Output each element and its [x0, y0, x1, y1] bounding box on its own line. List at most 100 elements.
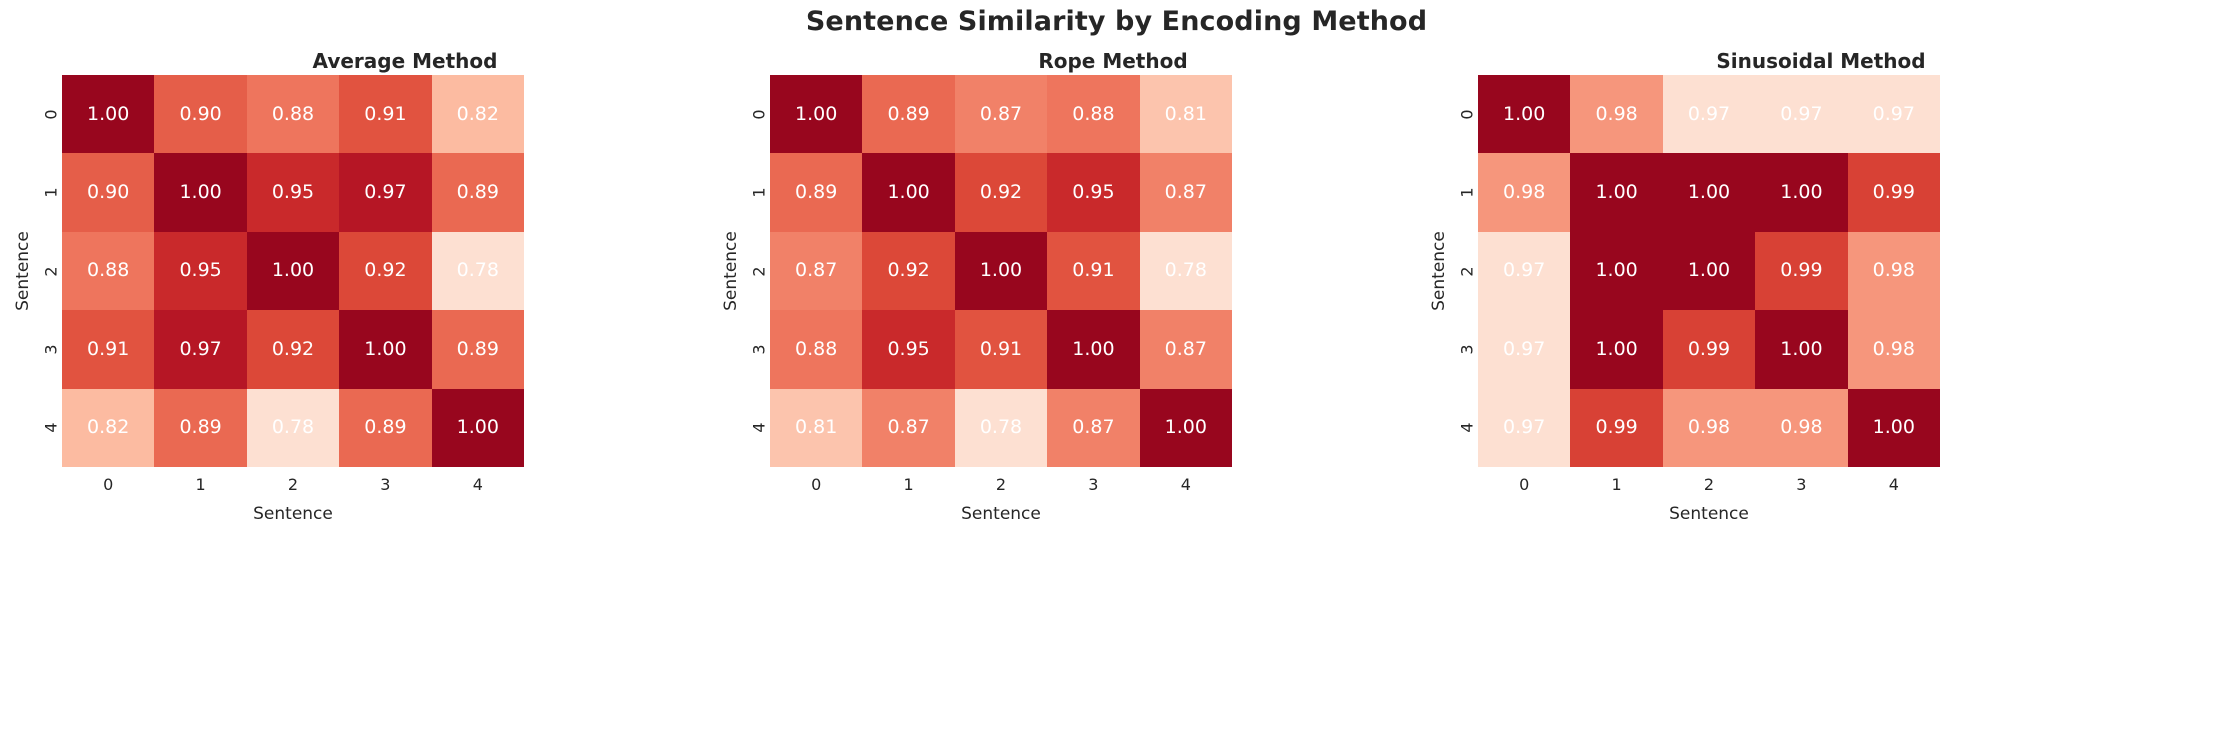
- y-axis-label-wrap-rope: Sentence: [718, 75, 744, 467]
- y-tick-label: 1: [749, 187, 769, 198]
- heatmap-cell: 0.92: [862, 231, 955, 311]
- heatmap-cell: 0.97: [339, 153, 432, 232]
- y-tick-labels-average: 0 1 2 3 4: [36, 75, 62, 467]
- heatmap-cell: 1.00: [770, 75, 863, 154]
- heatmap-cell: 1.00: [431, 388, 524, 467]
- heatmap-cell: 1.00: [1662, 153, 1756, 232]
- heatmap-cell: 0.97: [1478, 310, 1571, 389]
- heatmap-cell: 0.92: [246, 310, 340, 389]
- x-tick-labels-sinusoidal: 0 1 2 3 4: [1478, 467, 1940, 501]
- grid-column-sinusoidal: 1.00 0.98 0.97 0.97 0.97 0.98 1.00 1.00 1.00 0.99…: [1478, 75, 1940, 527]
- heatmap-cell: 0.88: [246, 75, 340, 154]
- x-tick-label: 0: [811, 474, 822, 494]
- heatmap-cell: 0.98: [1847, 310, 1940, 389]
- x-tick-label: 3: [1796, 474, 1807, 494]
- y-tick-labels-sinusoidal: 0 1 2 3 4: [1452, 75, 1478, 467]
- heatmap-cell: 0.87: [1139, 310, 1232, 389]
- x-tick-label: 3: [380, 474, 391, 494]
- y-tick-label: 1: [1457, 187, 1477, 198]
- heatmap-cell: 0.97: [1478, 388, 1571, 467]
- heatmap-cell: 0.95: [246, 153, 340, 232]
- heatmap-cell: 0.89: [339, 388, 432, 467]
- heatmap-cell: 0.89: [431, 310, 524, 389]
- heatmap-cell: 0.91: [954, 310, 1048, 389]
- heatmap-cell: 0.81: [770, 388, 863, 467]
- heatmap-cell: 1.00: [1570, 310, 1663, 389]
- y-tick-labels-rope: 0 1 2 3 4: [744, 75, 770, 467]
- plot-area-average: Sentence 0 1 2 3 4 1.00 0.90 0.88 0.91 0.82 0.90 1…: [10, 75, 800, 527]
- heatmap-cell: 1.00: [1478, 75, 1571, 154]
- x-tick-labels-average: 0 1 2 3 4: [62, 467, 524, 501]
- heatmap-cell: 0.95: [1047, 153, 1140, 232]
- x-tick-label: 2: [287, 474, 299, 494]
- y-axis-label-sinusoidal: Sentence: [1429, 231, 1449, 311]
- heatmap-cell: 0.97: [1478, 231, 1571, 311]
- heatmap-cell: 0.87: [862, 388, 955, 467]
- heatmap-cell: 0.95: [154, 231, 247, 311]
- x-axis-label-average: Sentence: [253, 504, 333, 524]
- heatmap-cell: 0.88: [62, 231, 155, 311]
- heatmap-cell: 0.98: [1478, 153, 1571, 232]
- x-tick-label: 4: [1180, 474, 1191, 494]
- grid-column-average: 1.00 0.90 0.88 0.91 0.82 0.90 1.00 0.95 0.97 0.89…: [62, 75, 524, 527]
- heatmap-cell: 0.97: [154, 310, 247, 389]
- heatmap-cell: 0.98: [1570, 75, 1663, 154]
- heatmap-grid-average: 1.00 0.90 0.88 0.91 0.82 0.90 1.00 0.95 0.97 0.89…: [62, 75, 524, 467]
- x-tick-label: 1: [903, 474, 914, 494]
- heatmap-cell: 0.95: [862, 310, 955, 389]
- heatmap-cell: 0.82: [62, 388, 155, 467]
- heatmap-cell: 0.98: [1755, 388, 1848, 467]
- heatmap-cell: 0.89: [770, 153, 863, 232]
- subplot-title-sinusoidal: Sinusoidal Method: [1716, 49, 1926, 73]
- y-tick-label: 3: [41, 344, 61, 355]
- y-tick-label: 0: [749, 109, 769, 120]
- y-tick-label: 4: [1457, 422, 1477, 433]
- heatmap-panel-average: Average Method Sentence 0 1 2 3 4 1.00 0.90 0.…: [10, 47, 800, 737]
- y-tick-label: 2: [1457, 265, 1477, 277]
- y-tick-label: 3: [1457, 344, 1477, 355]
- subplot-title-average: Average Method: [312, 49, 498, 73]
- subplot-title-rope: Rope Method: [1038, 49, 1188, 73]
- heatmap-cell: 0.87: [770, 231, 863, 311]
- y-tick-label: 0: [1457, 109, 1477, 120]
- heatmap-cell: 0.89: [154, 388, 247, 467]
- heatmap-cell: 0.81: [1139, 75, 1232, 154]
- heatmap-cell: 0.99: [1570, 388, 1663, 467]
- heatmap-cell: 1.00: [1847, 388, 1940, 467]
- x-axis-label-rope: Sentence: [961, 504, 1041, 524]
- heatmap-cell: 0.97: [1755, 75, 1848, 154]
- y-axis-label-wrap-sinusoidal: Sentence: [1426, 75, 1452, 467]
- y-tick-label: 2: [749, 265, 769, 277]
- x-tick-label: 0: [103, 474, 114, 494]
- heatmap-cell: 0.97: [1847, 75, 1940, 154]
- heatmap-cell: 1.00: [1755, 310, 1848, 389]
- y-tick-label: 4: [41, 422, 61, 433]
- heatmap-cell: 0.89: [431, 153, 524, 232]
- heatmap-cell: 0.89: [862, 75, 955, 154]
- heatmap-cell: 0.91: [1047, 231, 1140, 311]
- heatmap-cell: 1.00: [1662, 231, 1756, 311]
- heatmap-cell: 0.98: [1662, 388, 1756, 467]
- heatmap-cell: 1.00: [62, 75, 155, 154]
- heatmap-cell: 1.00: [154, 153, 247, 232]
- heatmap-cell: 0.88: [770, 310, 863, 389]
- heatmap-cell: 0.78: [1139, 231, 1232, 311]
- heatmap-cell: 1.00: [862, 153, 955, 232]
- heatmap-cell: 1.00: [1047, 310, 1140, 389]
- x-tick-label: 1: [1611, 474, 1622, 494]
- heatmap-cell: 0.88: [1047, 75, 1140, 154]
- x-tick-label: 2: [1703, 474, 1715, 494]
- heatmap-cell: 1.00: [1570, 231, 1663, 311]
- heatmap-cell: 0.99: [1847, 153, 1940, 232]
- x-tick-labels-rope: 0 1 2 3 4: [770, 467, 1232, 501]
- figure-title: Sentence Similarity by Encoding Method: [805, 6, 1428, 37]
- heatmap-grid-sinusoidal: 1.00 0.98 0.97 0.97 0.97 0.98 1.00 1.00 1.00 0.99…: [1478, 75, 1940, 467]
- heatmap-cell: 0.78: [246, 388, 340, 467]
- x-tick-label: 1: [195, 474, 206, 494]
- heatmap-cell: 0.92: [954, 153, 1048, 232]
- grid-column-rope: 1.00 0.89 0.87 0.88 0.81 0.89 1.00 0.92 0.95 0.87…: [770, 75, 1232, 527]
